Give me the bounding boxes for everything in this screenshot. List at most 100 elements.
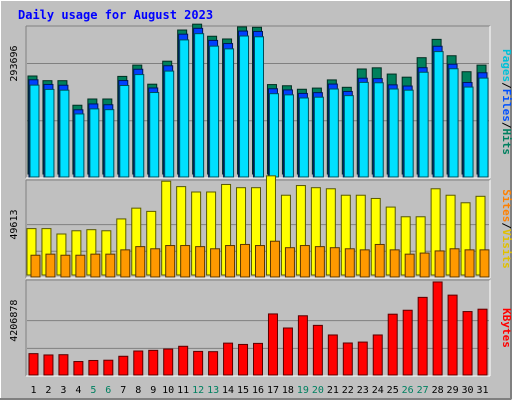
bar-pages-18 (283, 94, 294, 178)
bar-kbytes-14 (223, 342, 234, 376)
x-axis-labels: 1 2 3 4 5 6 7 8 9 10 11 12 13 14 15 16 17 18 19 20 21 22 23 24 2… (30, 385, 488, 396)
x-tick-label: 1 (30, 385, 36, 396)
bar-sites-25 (389, 249, 400, 278)
bar-sites-12 (195, 246, 206, 278)
y-tick-label: 4206878 (9, 300, 20, 342)
bar-sites-24 (374, 243, 385, 278)
x-tick-label: 31 (476, 385, 488, 396)
bar-kbytes-15 (238, 343, 249, 376)
bar-pages-7 (119, 85, 130, 178)
x-tick-label: 30 (462, 385, 474, 396)
bar-kbytes-10 (163, 348, 174, 376)
x-tick-label: 19 (297, 385, 309, 396)
bar-pages-28 (433, 51, 444, 178)
bar-pages-6 (104, 109, 115, 178)
bar-sites-13 (210, 248, 221, 278)
series-pages (29, 33, 489, 178)
bar-sites-20 (314, 246, 325, 278)
bar-pages-27 (418, 71, 429, 178)
bar-kbytes-6 (103, 359, 114, 376)
x-tick-label: 24 (372, 385, 384, 396)
series-label: Pages/Files/Hits (500, 49, 512, 155)
bar-pages-2 (44, 88, 55, 178)
bar-kbytes-28 (432, 281, 443, 376)
bar-kbytes-13 (208, 351, 219, 376)
bar-kbytes-4 (73, 361, 84, 376)
bar-kbytes-22 (342, 342, 353, 376)
bar-kbytes-7 (118, 355, 129, 376)
bar-pages-21 (328, 88, 339, 178)
bar-kbytes-18 (282, 327, 293, 376)
y-tick-label: 293696 (9, 45, 20, 81)
series-label-part: / (500, 122, 512, 129)
x-tick-label: 23 (357, 385, 369, 396)
bar-kbytes-16 (253, 342, 263, 376)
panel-1: 293696 Pages/Files/Hits (9, 23, 512, 179)
x-tick-label: 17 (267, 385, 279, 396)
bar-sites-10 (165, 245, 176, 278)
bar-pages-24 (373, 82, 384, 178)
bar-kbytes-3 (58, 354, 69, 376)
bar-sites-6 (105, 253, 116, 278)
series-label-part: KBytes (500, 308, 512, 348)
x-tick-label: 2 (45, 385, 51, 396)
panel-3: 4206878 KBytes (9, 279, 512, 377)
x-tick-label: 13 (207, 385, 219, 396)
bar-sites-2 (45, 253, 56, 278)
chart-title: Daily usage for August 2023 (18, 8, 213, 22)
x-tick-label: 20 (312, 385, 324, 396)
bar-kbytes-23 (357, 341, 368, 376)
bar-sites-9 (150, 248, 161, 278)
x-tick-label: 29 (447, 385, 459, 396)
bar-sites-27 (419, 252, 430, 278)
bar-pages-25 (388, 88, 399, 178)
bar-sites-26 (404, 253, 415, 278)
bar-sites-30 (464, 249, 475, 278)
x-tick-label: 3 (60, 385, 66, 396)
x-tick-label: 25 (387, 385, 399, 396)
bar-sites-18 (284, 247, 295, 278)
bar-sites-22 (344, 248, 355, 278)
bar-kbytes-19 (297, 315, 308, 376)
panel-2: 49613 Sites/Visits (9, 175, 512, 279)
series-label: Sites/Visits (500, 189, 512, 269)
bar-pages-30 (463, 86, 474, 178)
bar-pages-4 (74, 113, 85, 178)
bar-pages-20 (313, 96, 324, 178)
bar-pages-5 (89, 108, 100, 178)
bar-pages-13 (209, 45, 220, 178)
series-label-part: Sites (500, 189, 512, 222)
x-tick-label: 4 (75, 385, 81, 396)
x-tick-label: 7 (120, 385, 126, 396)
x-tick-label: 26 (402, 385, 414, 396)
bar-sites-7 (120, 249, 131, 278)
series-label-part: / (500, 82, 512, 89)
bar-pages-9 (149, 92, 160, 178)
bar-kbytes-20 (312, 324, 323, 376)
x-tick-label: 28 (432, 385, 444, 396)
series-sites (30, 240, 490, 278)
series-label: KBytes (500, 308, 512, 348)
bar-sites-5 (90, 253, 101, 278)
bar-kbytes-24 (372, 334, 383, 376)
bar-sites-21 (329, 247, 340, 278)
bar-sites-17 (269, 240, 280, 278)
bar-kbytes-9 (148, 349, 159, 376)
bar-kbytes-30 (462, 311, 473, 376)
series-label-part: Pages (500, 49, 512, 82)
bar-pages-17 (268, 93, 279, 178)
bar-sites-15 (240, 243, 251, 278)
bar-sites-8 (135, 246, 146, 278)
bar-pages-14 (224, 48, 235, 178)
x-tick-label: 22 (342, 385, 354, 396)
series-kbytes (28, 281, 488, 376)
bar-kbytes-5 (88, 359, 99, 376)
bar-pages-16 (254, 36, 264, 178)
x-tick-label: 21 (327, 385, 339, 396)
bar-kbytes-12 (193, 350, 204, 376)
bar-sites-4 (75, 254, 86, 278)
y-tick-label: 49613 (9, 210, 20, 240)
bar-kbytes-2 (43, 354, 54, 376)
bar-sites-28 (434, 250, 445, 278)
bar-pages-22 (343, 95, 354, 178)
